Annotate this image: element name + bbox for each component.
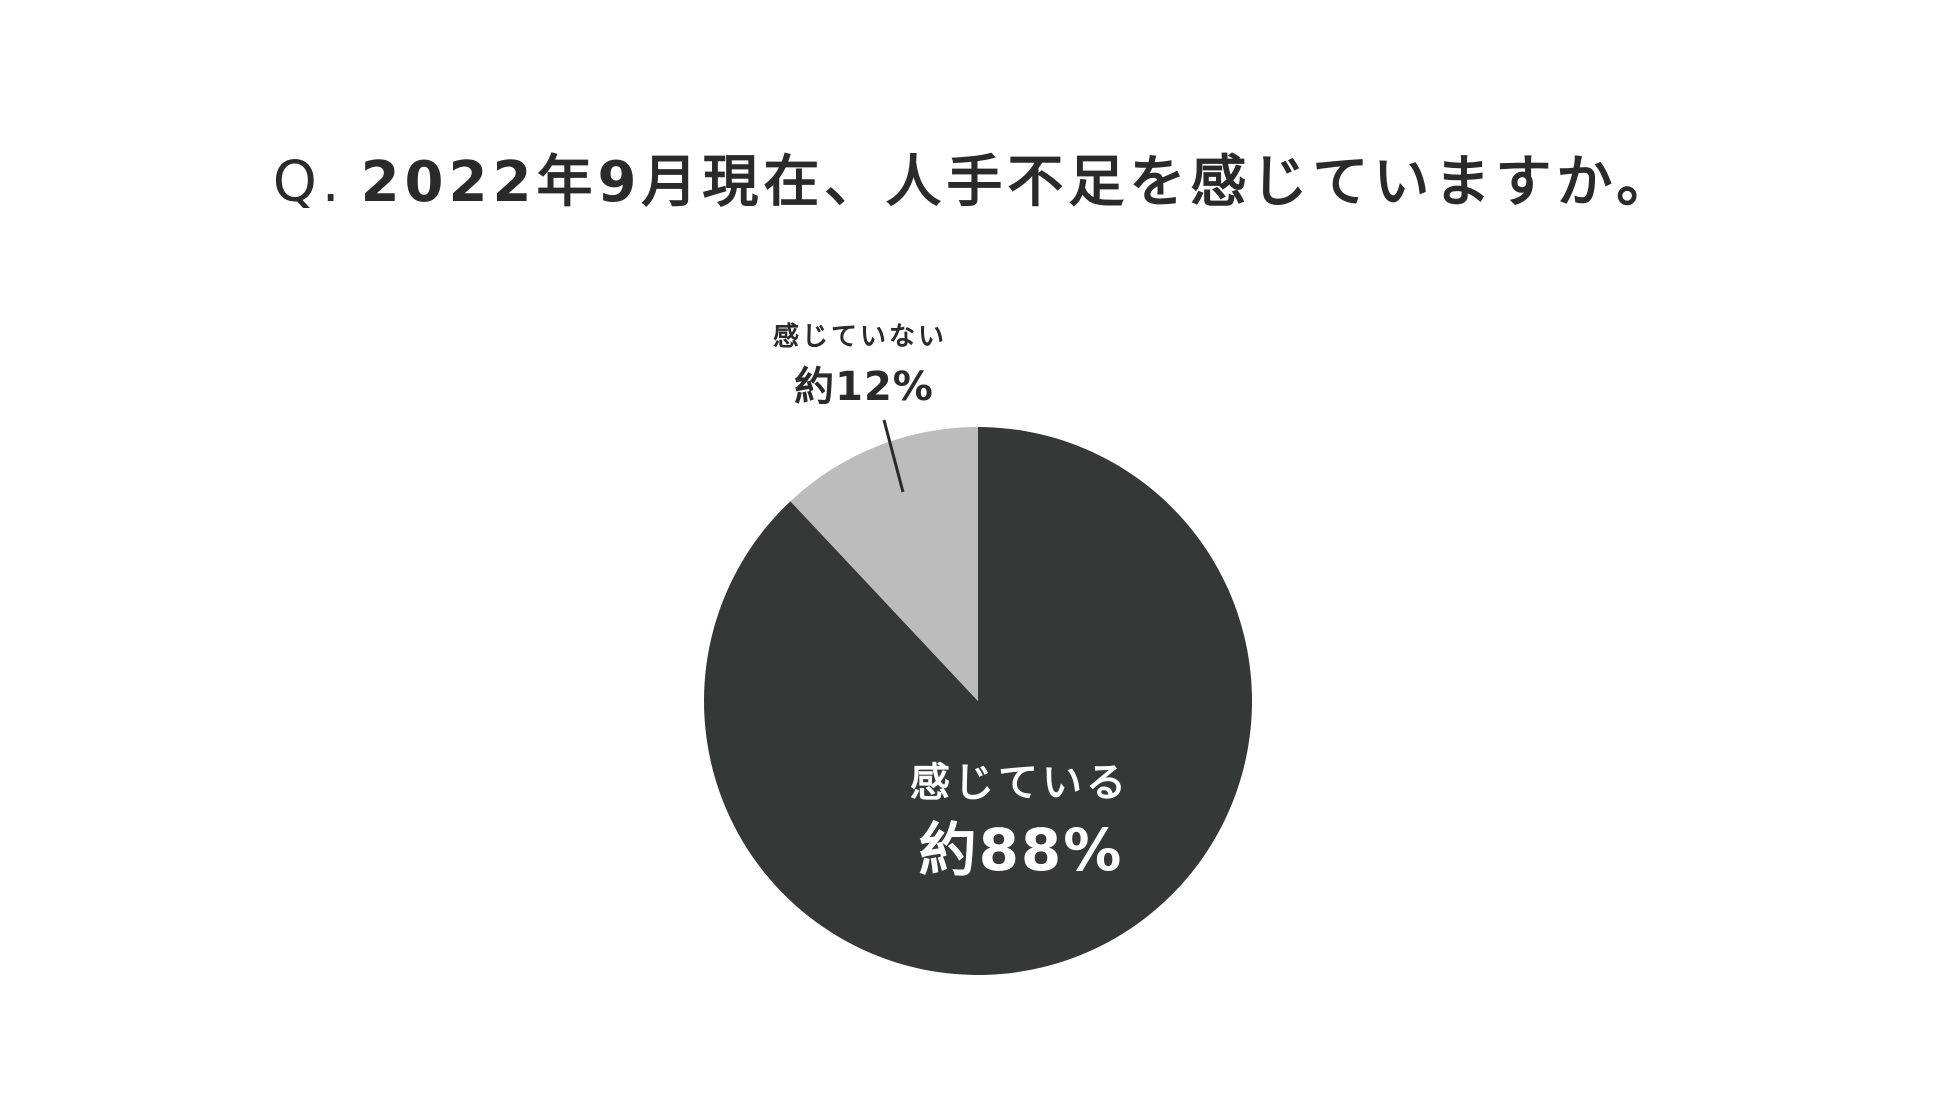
chart-title: Q. 2022年9月現在、人手不足を感じていますか。: [0, 148, 1950, 218]
slice-label-no: 感じていない: [773, 322, 947, 352]
pie-slices: [704, 427, 1252, 975]
slice-label-yes: 感じている: [910, 760, 1130, 806]
label-leader-line: [882, 419, 905, 493]
pie-slice-1: [790, 427, 978, 701]
slice-value-no: 約12%: [794, 364, 934, 410]
slice-value-yes: 約88%: [919, 816, 1124, 884]
title-text: 2022年9月現在、人手不足を感じていますか。: [360, 150, 1678, 215]
title-prefix: Q.: [272, 150, 345, 215]
